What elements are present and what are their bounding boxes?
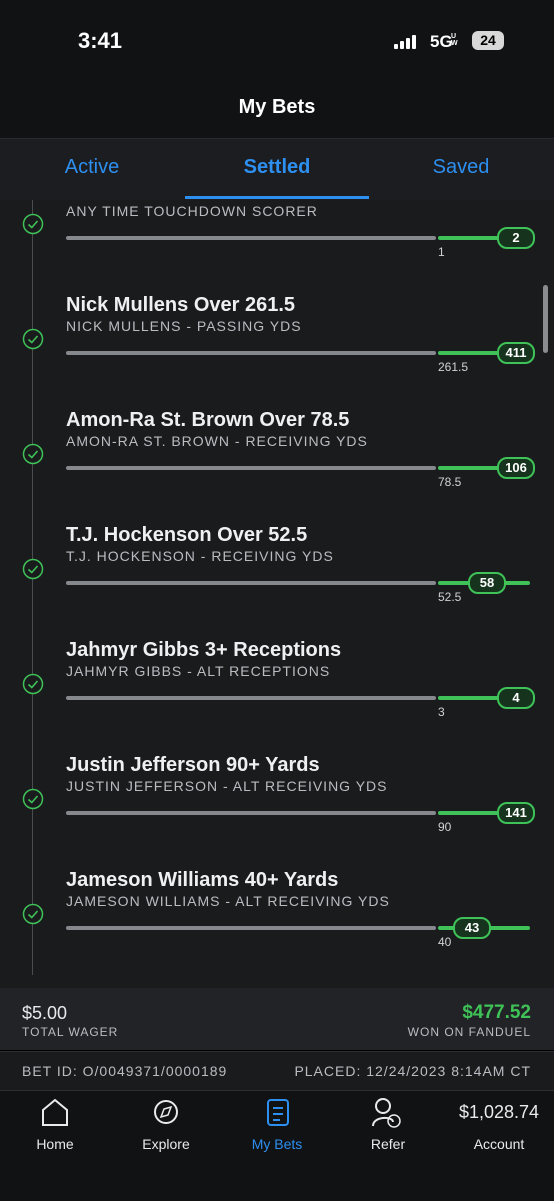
line-value: 52.5 bbox=[438, 590, 462, 604]
progress-track bbox=[66, 236, 436, 240]
nav-item[interactable]: My Bets bbox=[251, 1136, 303, 1152]
signal-icon bbox=[394, 35, 416, 49]
tab-indicator bbox=[185, 196, 369, 199]
result-value: 43 bbox=[453, 917, 491, 939]
progress-track bbox=[66, 926, 436, 930]
header-bg bbox=[0, 0, 554, 140]
progress-fill bbox=[438, 696, 530, 700]
leg-market: T.J. HOCKENSON - RECEIVING YDS bbox=[66, 548, 334, 564]
leg-title[interactable]: Justin Jefferson 90+ Yards bbox=[66, 754, 320, 776]
battery: 24 bbox=[472, 31, 504, 50]
leg-market: ANY TIME TOUCHDOWN SCORER bbox=[66, 203, 318, 219]
network-sub: UW bbox=[451, 33, 458, 47]
leg-title[interactable]: Nick Mullens Over 261.5 bbox=[66, 294, 296, 316]
progress-track bbox=[66, 696, 436, 700]
result-value: 141 bbox=[497, 802, 535, 824]
leg-market: JAHMYR GIBBS - ALT RECEPTIONS bbox=[66, 663, 331, 679]
bet-info-bar bbox=[0, 1051, 554, 1090]
progress-fill bbox=[438, 236, 530, 240]
line-value: 3 bbox=[438, 705, 445, 719]
bet-id: BET ID: O/0049371/0000189 bbox=[22, 1063, 228, 1079]
payout: $477.52 bbox=[462, 1002, 531, 1023]
leg-market: JUSTIN JEFFERSON - ALT RECEIVING YDS bbox=[66, 778, 388, 794]
leg-market: JAMESON WILLIAMS - ALT RECEIVING YDS bbox=[66, 893, 390, 909]
page-title: My Bets bbox=[238, 96, 316, 118]
leg-title[interactable]: Jameson Williams 40+ Yards bbox=[66, 869, 339, 891]
progress-track bbox=[66, 581, 436, 585]
wager: $5.00 bbox=[22, 1003, 68, 1023]
result-value: 4 bbox=[497, 687, 535, 709]
line-value: 1 bbox=[438, 245, 445, 259]
leg-title[interactable]: Jahmyr Gibbs 3+ Receptions bbox=[66, 639, 342, 661]
leg-title[interactable]: Amon-Ra St. Brown Over 78.5 bbox=[66, 409, 350, 431]
tab[interactable]: Settled bbox=[243, 156, 311, 178]
progress-track bbox=[66, 351, 436, 355]
result-value: 106 bbox=[497, 457, 535, 479]
leg-title[interactable]: T.J. Hockenson Over 52.5 bbox=[66, 524, 308, 546]
line-value: 90 bbox=[438, 820, 452, 834]
legs-list: Jahmyr GibbsANY TIME TOUCHDOWN SCORER 1 2 N… bbox=[0, 200, 554, 988]
check-icon bbox=[22, 673, 44, 695]
leg-title[interactable]: Jahmyr Gibbs bbox=[66, 200, 199, 202]
line-value: 40 bbox=[438, 935, 452, 949]
nav-item[interactable]: Home bbox=[36, 1136, 74, 1152]
check-icon bbox=[22, 788, 44, 810]
progress-fill bbox=[438, 351, 530, 355]
leg-market: AMON-RA ST. BROWN - RECEIVING YDS bbox=[66, 433, 368, 449]
line-value: 78.5 bbox=[438, 475, 462, 489]
check-icon bbox=[22, 328, 44, 350]
progress-fill bbox=[438, 466, 530, 470]
summary-bar bbox=[0, 988, 554, 1050]
status-time: 3:41 bbox=[78, 28, 123, 53]
payout-label: WON ON FANDUEL bbox=[407, 1025, 531, 1039]
result-value: 411 bbox=[497, 342, 535, 364]
network: 5G bbox=[430, 32, 453, 51]
scrollbar bbox=[543, 285, 548, 353]
check-icon bbox=[22, 558, 44, 580]
nav-item[interactable]: Refer bbox=[370, 1136, 406, 1152]
account-balance[interactable]: $1,028.74 bbox=[458, 1102, 540, 1122]
result-value: 2 bbox=[497, 227, 535, 249]
leg-market: NICK MULLENS - PASSING YDS bbox=[66, 318, 302, 334]
placed: PLACED: 12/24/2023 8:14AM CT bbox=[294, 1063, 531, 1079]
nav-icons bbox=[42, 1098, 401, 1128]
timeline bbox=[32, 200, 33, 975]
result-value: 58 bbox=[468, 572, 506, 594]
progress-fill bbox=[438, 811, 530, 815]
nav-item[interactable]: Explore bbox=[142, 1136, 190, 1152]
tab-bar bbox=[0, 138, 554, 201]
check-icon bbox=[22, 443, 44, 465]
progress-track bbox=[66, 811, 436, 815]
tab[interactable]: Active bbox=[64, 156, 120, 178]
check-icon bbox=[22, 213, 44, 235]
wager-label: TOTAL WAGER bbox=[22, 1025, 119, 1039]
progress-track bbox=[66, 466, 436, 470]
tab[interactable]: Saved bbox=[432, 156, 490, 178]
nav-item[interactable]: Account bbox=[473, 1136, 525, 1152]
check-icon bbox=[22, 903, 44, 925]
line-value: 261.5 bbox=[438, 360, 469, 374]
